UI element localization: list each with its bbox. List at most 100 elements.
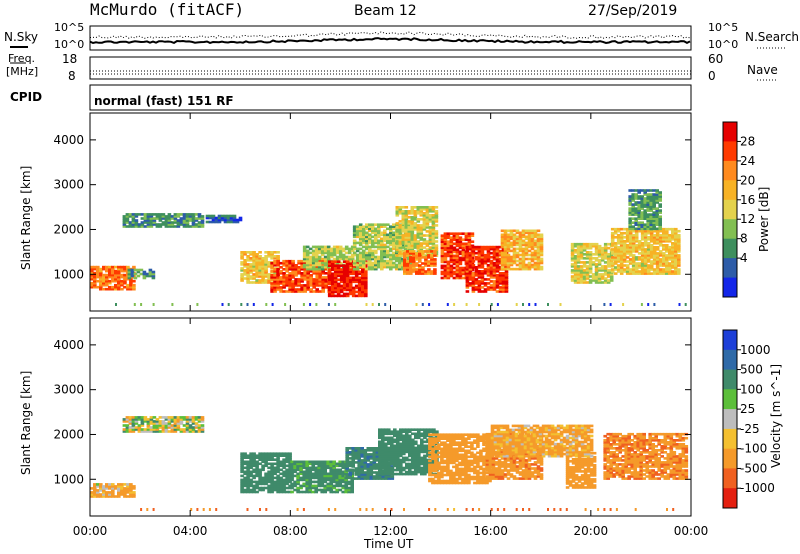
power-cell-9 [422, 222, 427, 225]
velocity-cell-4 [348, 461, 352, 464]
power-cell-12 [492, 282, 497, 285]
power-cell-4 [249, 251, 253, 254]
power-cell-15 [671, 270, 675, 273]
power-cell-9 [428, 210, 433, 213]
power-cell-15 [662, 256, 666, 259]
power-cell-5 [270, 274, 274, 277]
power-cell-12 [492, 247, 497, 251]
velocity-cell-1 [164, 426, 169, 429]
velocity-cell-3 [350, 472, 354, 476]
power-cell-15 [665, 268, 669, 271]
power-cell-16 [637, 203, 641, 206]
power-cell-5 [300, 278, 304, 281]
power-cell-14 [609, 279, 614, 282]
power-cell-13 [539, 249, 544, 253]
power-cell-12 [474, 257, 479, 261]
velocity-cell-1 [161, 420, 166, 423]
power-cell-15 [625, 234, 630, 237]
power-cell-10 [418, 264, 422, 267]
power-cell-10 [433, 250, 437, 253]
power-cell-8 [355, 247, 360, 251]
power-cell-2 [164, 215, 169, 218]
power-cell-14 [573, 273, 578, 276]
power-cell-7 [348, 264, 353, 267]
power-cell-5 [276, 261, 280, 265]
power-cell-15 [668, 272, 672, 275]
power-cell-14 [591, 261, 596, 264]
velocity-cell-2 [270, 480, 274, 484]
power-near-range-cell [221, 303, 224, 306]
power-cell-14 [591, 273, 596, 276]
power-cell-4 [240, 261, 244, 264]
power-cell-5 [282, 264, 286, 267]
power-cell-9 [398, 206, 403, 209]
velocity-cell-2 [255, 460, 259, 464]
power-cell-9 [419, 226, 424, 229]
power-cell-5 [288, 272, 292, 275]
power-cell-12 [483, 268, 488, 271]
power-cell-9 [419, 228, 424, 231]
velocity-cell-3 [347, 486, 351, 490]
power-cell-2 [131, 221, 136, 224]
velocity-cell-3 [305, 486, 309, 490]
power-cell-9 [401, 226, 406, 229]
velocity-cell-1 [179, 418, 184, 421]
power-cell-15 [613, 250, 618, 253]
power-cell-13 [503, 239, 508, 243]
power-cell-15 [655, 256, 660, 259]
power-cell-12 [468, 257, 473, 261]
power-cell-1 [145, 272, 150, 276]
power-cell-9 [410, 248, 415, 251]
power-cell-15 [668, 240, 672, 243]
power-cell-15 [652, 258, 657, 261]
power-cell-8 [386, 255, 390, 259]
power-cell-16 [646, 219, 650, 222]
velocity-cell-2 [258, 482, 262, 486]
velocity-cell-4 [348, 447, 352, 450]
power-cell-5 [291, 284, 295, 287]
power-near-range-cell [653, 303, 656, 306]
power-cell-16 [652, 197, 656, 200]
power-cell-2 [170, 223, 175, 226]
power-cell-11 [446, 266, 451, 270]
power-cell-8 [358, 239, 363, 243]
power-cell-8 [392, 231, 396, 235]
power-cell-6 [326, 249, 331, 253]
power-cell-10 [433, 268, 437, 271]
velocity-cell-3 [299, 490, 303, 494]
power-cell-11 [458, 232, 463, 235]
velocity-cell-1 [143, 428, 148, 431]
power-cell-4 [240, 273, 244, 276]
power-cell-12 [501, 284, 506, 287]
velocity-cell-3 [335, 468, 339, 472]
power-cell-13 [533, 267, 538, 271]
velocity-cell-0 [126, 487, 130, 490]
power-cell-8 [401, 259, 405, 263]
power-cell-9 [410, 238, 415, 241]
power-cell-8 [383, 243, 387, 247]
power-cell-2 [125, 213, 130, 216]
power-cell-1 [148, 268, 153, 272]
power-cell-16 [634, 203, 638, 206]
power-cell-9 [404, 240, 409, 243]
power-cell-13 [530, 253, 535, 257]
power-cell-12 [465, 255, 470, 259]
power-cell-15 [634, 266, 639, 269]
power-cell-10 [403, 264, 407, 267]
velocity-cell-2 [267, 490, 271, 494]
velocity-cell-2 [252, 484, 256, 488]
velocity-cell-1 [173, 426, 178, 429]
power-cell-4 [273, 251, 277, 254]
power-cell-12 [471, 284, 476, 287]
power-cell-12 [489, 245, 494, 249]
velocity-cell-3 [311, 462, 315, 466]
power-cell-13 [536, 265, 541, 269]
velocity-cell-0 [105, 483, 109, 486]
power-cell-9 [428, 242, 433, 245]
power-cell-15 [646, 264, 651, 267]
power-cell-0 [129, 283, 133, 287]
power-cell-8 [392, 263, 396, 267]
power-cell-9 [407, 226, 412, 229]
power-cell-9 [395, 206, 400, 209]
power-cell-13 [539, 233, 544, 237]
